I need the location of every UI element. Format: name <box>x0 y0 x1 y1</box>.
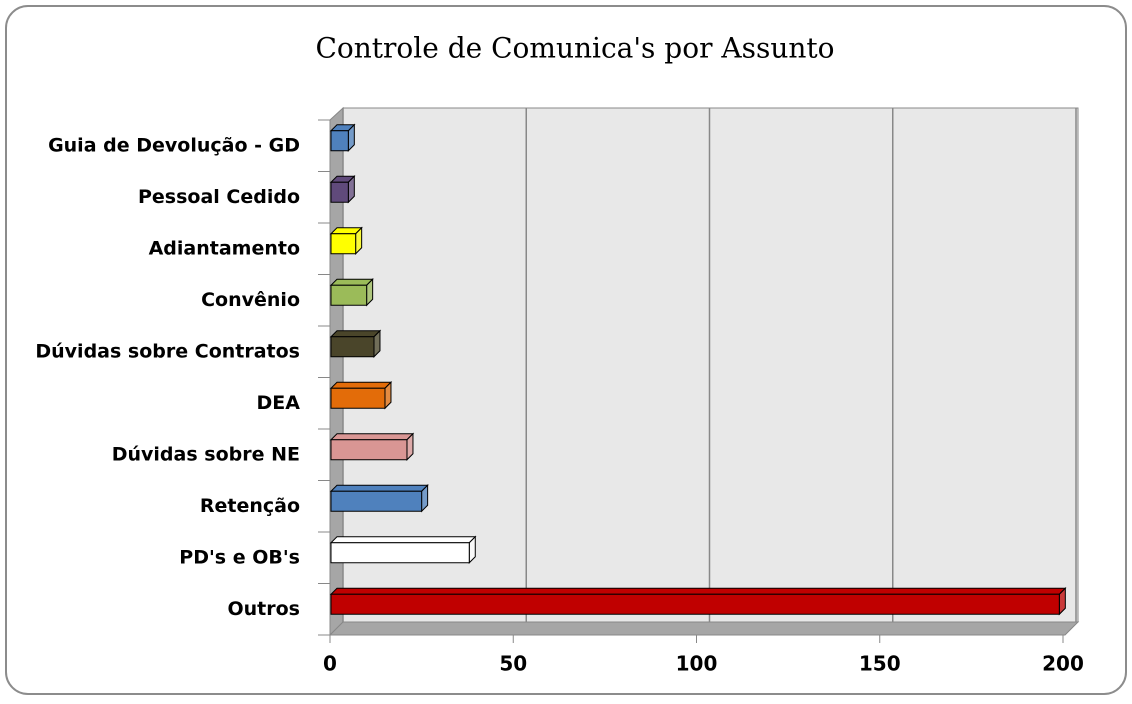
y-tick-label: Adiantamento <box>149 237 300 259</box>
y-tick-label: Outros <box>228 598 301 620</box>
y-tick-label: Dúvidas sobre Contratos <box>35 340 300 362</box>
bar <box>330 233 357 255</box>
y-tick-label: Dúvidas sobre NE <box>112 443 300 465</box>
bar <box>330 387 386 409</box>
y-tick-label: DEA <box>257 392 301 414</box>
x-tick-label: 50 <box>499 652 527 676</box>
y-tick-label: Retenção <box>200 495 300 517</box>
y-tick-label: PD's e OB's <box>179 546 300 568</box>
floor <box>328 621 1080 636</box>
bar <box>330 181 349 203</box>
y-tick-label: Convênio <box>201 289 300 311</box>
bar <box>330 439 408 461</box>
x-tick-label: 150 <box>859 652 901 676</box>
bar-top <box>329 433 415 441</box>
x-tick-label: 200 <box>1042 652 1084 676</box>
bar-top <box>329 484 429 492</box>
bar-top <box>329 536 477 544</box>
x-tick-label: 100 <box>676 652 718 676</box>
bar-top <box>329 278 374 286</box>
bar-top <box>329 587 1067 595</box>
bar <box>330 336 375 358</box>
y-tick-label: Pessoal Cedido <box>138 186 300 208</box>
bar <box>330 593 1060 615</box>
bar <box>330 490 423 512</box>
bar <box>330 284 368 306</box>
y-tick-label: Guia de Devolução - GD <box>48 134 300 156</box>
bar-top <box>329 330 382 338</box>
bar <box>330 130 349 152</box>
bar <box>330 542 470 564</box>
bar-top <box>329 381 393 389</box>
chart-title: Controle de Comunica's por Assunto <box>315 32 834 65</box>
x-tick-label: 0 <box>323 652 337 676</box>
